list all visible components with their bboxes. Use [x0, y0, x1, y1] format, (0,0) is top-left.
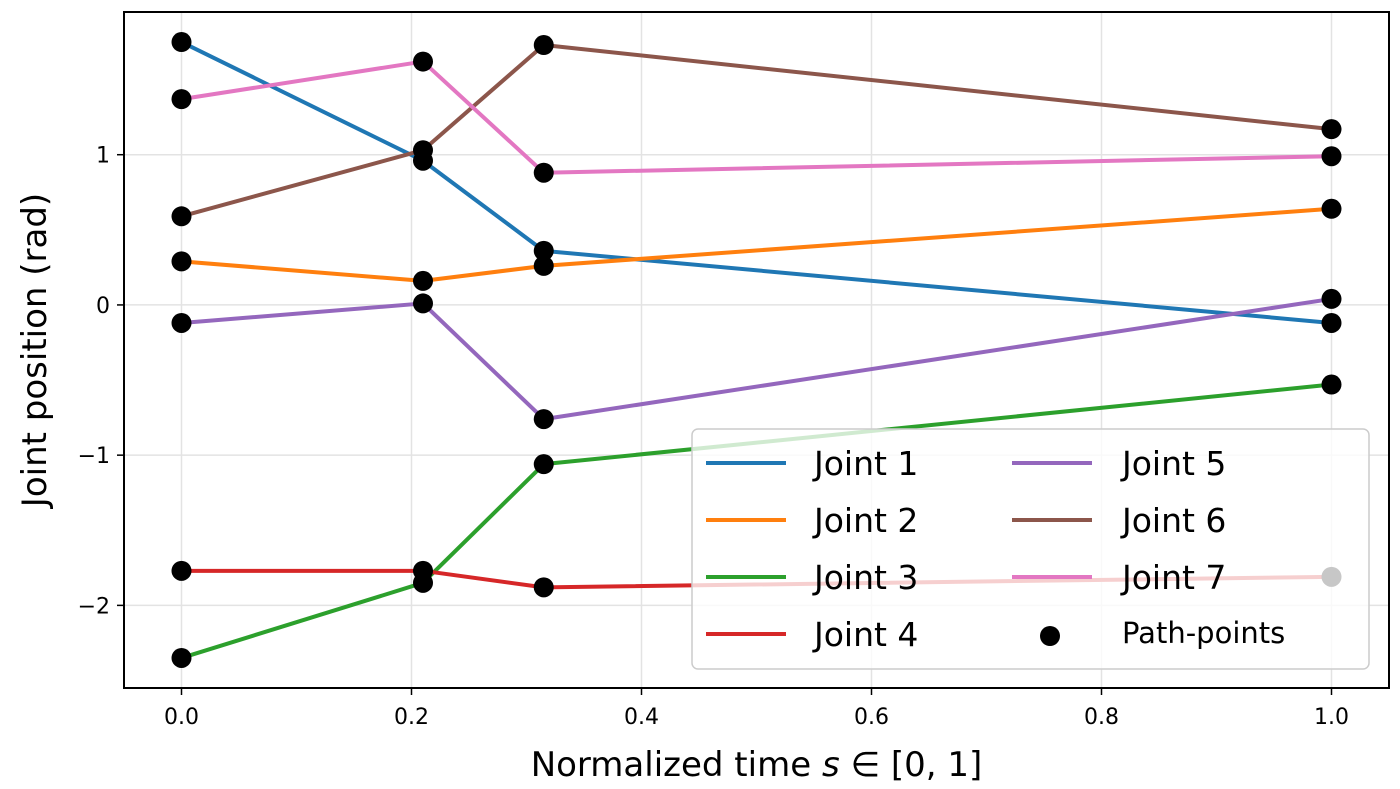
- legend-handle-path-points: [1040, 626, 1060, 646]
- path-point-joint-7: [1321, 146, 1342, 167]
- legend-label-joint-5: Joint 5: [1120, 444, 1226, 483]
- y-axis-ticks: −2 −1 0 1: [78, 144, 124, 619]
- path-point-joint-2: [533, 255, 554, 276]
- series-line-joint-2: [181, 206, 1332, 283]
- x-tick-label: 0.6: [854, 705, 889, 730]
- legend-label-joint-2: Joint 2: [812, 501, 918, 540]
- x-axis-ticks: 0.0 0.2 0.4 0.6 0.8 1.0: [164, 688, 1349, 730]
- path-point-joint-5: [171, 312, 192, 333]
- series-line-joint-5: [181, 296, 1332, 422]
- x-tick-label: 0.8: [1084, 705, 1119, 730]
- path-point-joint-2: [413, 270, 433, 291]
- path-point-joint-6: [1321, 119, 1342, 140]
- path-point-joint-7: [171, 89, 192, 110]
- path-point-joint-5: [1321, 288, 1342, 309]
- path-point-joint-2: [1321, 198, 1342, 219]
- legend-label-joint-6: Joint 6: [1120, 501, 1226, 540]
- x-axis-label-suffix: ∈ [0, 1]: [840, 745, 983, 785]
- path-point-joint-1: [1321, 312, 1342, 333]
- series-line-joint-6: [180, 43, 1332, 219]
- x-axis-label-text: Normalized time: [531, 745, 822, 785]
- path-point-joint-2: [171, 251, 192, 272]
- y-tick-label: 0: [96, 294, 110, 319]
- y-tick-label: 1: [96, 144, 110, 169]
- path-point-joint-3: [171, 647, 192, 668]
- path-point-joint-4: [171, 560, 192, 581]
- y-tick-label: −1: [78, 444, 110, 469]
- y-tick-label: −2: [78, 594, 110, 619]
- legend-label-joint-4: Joint 4: [812, 615, 918, 654]
- path-point-joint-6: [171, 206, 192, 227]
- x-tick-label: 1.0: [1314, 705, 1349, 730]
- plot-frame: [123, 11, 1390, 689]
- legend-box: [691, 428, 1370, 670]
- series-line-joint-1: [180, 40, 1332, 325]
- path-point-joint-6: [413, 140, 433, 161]
- legend-label-joint-1: Joint 1: [812, 444, 918, 483]
- series-line-joint-3: [180, 382, 1332, 660]
- path-point-joint-4: [413, 560, 433, 581]
- x-axis-label-math: s: [822, 745, 840, 785]
- path-point-joint-4: [533, 577, 554, 598]
- y-axis-label: Joint position (rad): [15, 193, 55, 509]
- legend-label-joint-7: Joint 7: [1120, 558, 1226, 597]
- path-point-joint-3: [1321, 374, 1342, 395]
- path-point-joint-1: [533, 240, 554, 261]
- legend-label-joint-3: Joint 3: [812, 558, 918, 597]
- path-point-joint-3: [533, 454, 554, 475]
- legend-label-path-points: Path-points: [1122, 616, 1285, 650]
- x-tick-label: 0.4: [624, 705, 659, 730]
- series-line-joint-7: [181, 59, 1332, 175]
- path-point-joint-7: [533, 162, 554, 183]
- x-tick-label: 0.2: [394, 705, 429, 730]
- path-points: [171, 32, 1342, 668]
- path-point-joint-6: [533, 35, 554, 56]
- x-axis-label: Normalized time s ∈ [0, 1]: [531, 745, 983, 785]
- path-point-joint-7: [413, 51, 433, 72]
- legend: Joint 1 Joint 2 Joint 3 Joint 4 Joint 5 Joint…: [691, 428, 1370, 670]
- path-point-joint-1: [171, 32, 192, 53]
- x-tick-label: 0.0: [164, 705, 199, 730]
- path-point-joint-5: [533, 409, 554, 430]
- path-point-joint-5: [413, 293, 433, 314]
